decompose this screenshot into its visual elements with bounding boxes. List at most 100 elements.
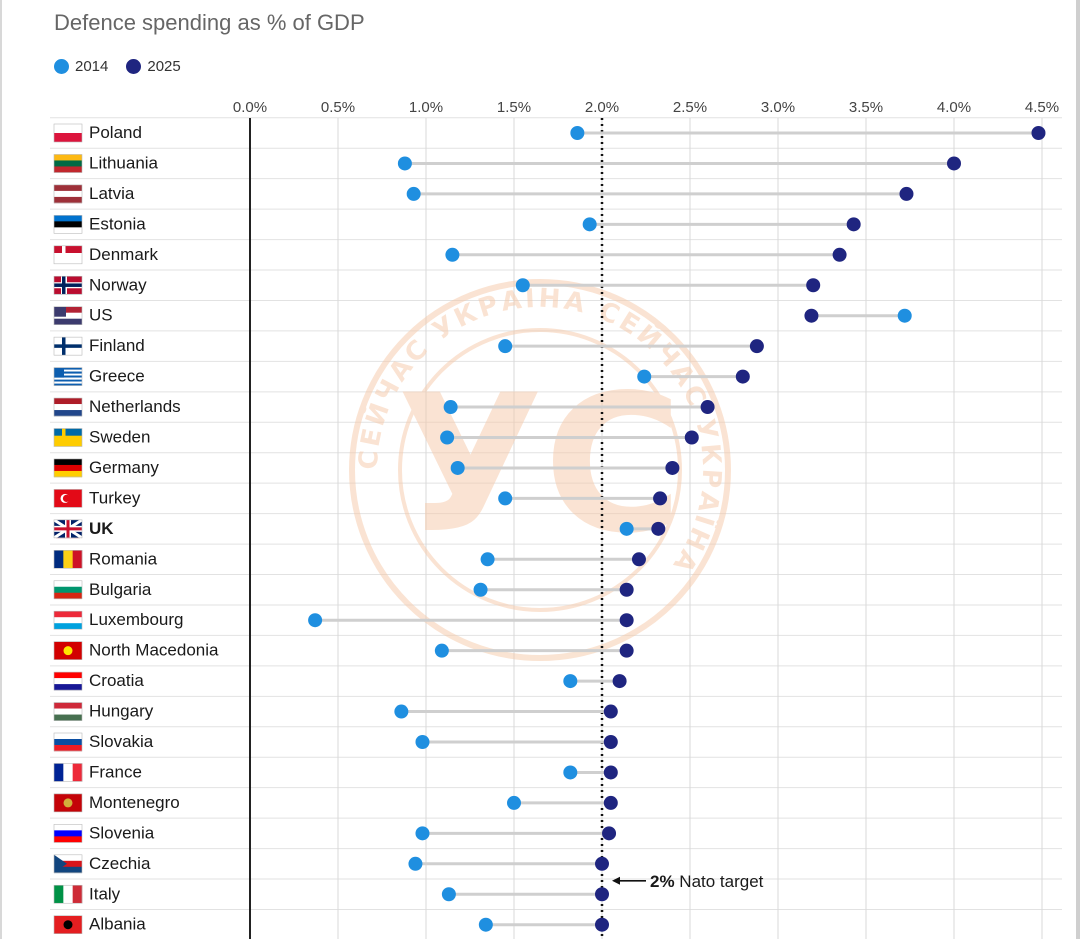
country-label: Albania (89, 915, 146, 934)
annotation-text: 2% Nato target (650, 872, 764, 891)
country-row: Luxembourg (53, 610, 634, 630)
country-label: Hungary (89, 702, 154, 721)
flag-band (54, 678, 82, 685)
flag-icon (53, 824, 83, 843)
flag-band (54, 617, 82, 624)
country-label: Montenegro (89, 793, 180, 812)
dot-2014 (498, 339, 513, 354)
flag-band (54, 470, 82, 478)
dot-2025 (684, 430, 699, 445)
flag-emblem (62, 494, 71, 502)
flag-stripe (54, 377, 82, 380)
country-row: Slovenia (53, 823, 617, 843)
country-label: Italy (89, 884, 121, 903)
legend-label-2014: 2014 (75, 58, 109, 75)
flag-icon (53, 610, 83, 630)
flag-icon (53, 215, 83, 234)
country-row: Turkey (53, 488, 668, 508)
legend-label-2025: 2025 (147, 58, 181, 75)
country-label: Romania (89, 549, 158, 568)
flag-canton (54, 367, 64, 378)
flag-band (54, 154, 82, 161)
flag-band (54, 437, 82, 447)
dot-2025 (619, 613, 634, 628)
country-label: UK (89, 519, 114, 538)
dot-2014 (480, 552, 495, 567)
flag-band (54, 221, 82, 228)
flag-icon (53, 428, 83, 447)
flag-band (54, 733, 82, 740)
dot-2025 (665, 460, 680, 475)
dot-2025 (603, 704, 618, 719)
legend-swatch-2014 (54, 59, 69, 74)
flag-band (54, 404, 82, 411)
x-axis-ticks: 0.0% 0.5% 1.0% 1.5% 2.0% 2.5% 3.0% 3.5% 4.0% 4.5% (233, 99, 1059, 116)
flag-icon (53, 763, 83, 782)
country-row: Netherlands (53, 397, 715, 417)
flag-band (54, 684, 82, 691)
x-tick-label: 3.0% (761, 99, 795, 116)
flag-border (53, 884, 83, 904)
chart-title: Defence spending as % of GDP (54, 10, 365, 35)
flag-band (54, 190, 82, 198)
legend: 2014 2025 (54, 58, 199, 75)
flag-cross (54, 253, 82, 257)
country-label: Slovenia (89, 823, 155, 842)
flag-band (63, 550, 73, 569)
flag-icon (53, 275, 83, 295)
country-row: Lithuania (53, 153, 961, 173)
x-tick-label: 1.0% (409, 99, 443, 116)
flag-band (54, 410, 82, 417)
flag-border (53, 702, 83, 721)
flag-stripe (54, 369, 82, 372)
flag-band (54, 824, 82, 831)
dot-2025 (832, 247, 847, 262)
dot-2025 (947, 156, 961, 171)
flag-border (53, 519, 83, 539)
flag-band (54, 160, 82, 167)
dot-2014 (450, 460, 465, 475)
country-row: Albania (53, 915, 609, 935)
dot-2025 (603, 735, 618, 749)
country-row: Slovakia (53, 732, 618, 752)
dot-2025 (806, 278, 821, 293)
flag-border (53, 336, 83, 356)
flag-band (54, 830, 82, 837)
annotation-text-bold: 2% (650, 872, 675, 891)
flag-band (72, 763, 83, 782)
flag-icon (53, 336, 83, 356)
flag-icon (53, 123, 83, 143)
page-left-border (0, 0, 2, 939)
dot-2025 (735, 369, 750, 384)
flag-icon (53, 732, 83, 752)
country-label: Netherlands (89, 397, 181, 416)
dot-2025 (846, 217, 861, 232)
flag-icon (53, 367, 83, 386)
country-label: US (89, 306, 113, 325)
country-label: Turkey (89, 488, 141, 507)
country-row: Estonia (53, 214, 861, 234)
flag-border (53, 428, 83, 447)
country-label: Lithuania (89, 153, 159, 172)
flag-band (54, 580, 82, 588)
country-label: Greece (89, 367, 145, 386)
dot-2014 (619, 521, 634, 536)
flag-border (53, 793, 83, 813)
flag-band (54, 254, 82, 264)
flag-band (54, 227, 82, 234)
dot-2025 (612, 674, 627, 689)
dot-2025 (700, 400, 715, 415)
country-row: Hungary (53, 702, 618, 721)
flag-border (53, 184, 83, 204)
flag-triangle (54, 854, 67, 873)
flag-border (53, 275, 83, 295)
flag-band (54, 702, 82, 709)
dot-2014 (415, 826, 430, 841)
country-row: Germany (53, 458, 680, 478)
flag-border (53, 580, 83, 600)
x-tick-label: 1.5% (497, 99, 531, 116)
dot-2014 (478, 917, 493, 932)
flag-border (53, 489, 83, 508)
flag-border (53, 306, 83, 326)
flag-stripe (54, 373, 82, 376)
